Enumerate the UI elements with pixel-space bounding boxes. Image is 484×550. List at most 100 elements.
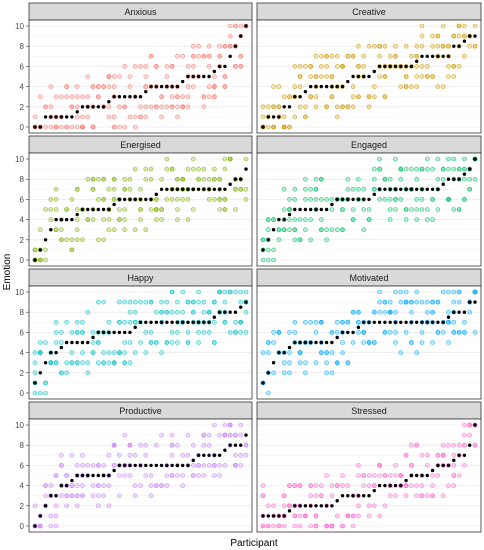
response-point (313, 330, 319, 335)
response-point (180, 473, 185, 478)
median-point (159, 463, 164, 468)
response-point (101, 463, 106, 468)
median-point (233, 443, 238, 447)
median-point (309, 340, 313, 345)
response-point (409, 463, 414, 468)
response-point (48, 513, 54, 519)
response-point (424, 463, 430, 468)
response-point (318, 227, 324, 232)
median-point (170, 84, 174, 89)
response-point (169, 166, 175, 172)
median-point (468, 167, 472, 171)
response-point (117, 452, 122, 458)
panel-border (28, 19, 253, 134)
response-point (180, 197, 185, 202)
response-point (64, 493, 69, 499)
median-point (367, 74, 371, 79)
response-point (424, 217, 430, 222)
median-point (202, 453, 206, 457)
response-point (424, 64, 430, 69)
response-point (361, 187, 367, 192)
response-point (74, 217, 80, 222)
response-point (175, 473, 180, 478)
median-point (399, 320, 403, 324)
median-point (33, 258, 37, 262)
response-point (377, 513, 382, 519)
response-point (143, 452, 149, 458)
response-point (345, 513, 351, 519)
response-point (190, 442, 196, 448)
median-point (112, 468, 116, 473)
median-point (324, 207, 329, 212)
median-point (399, 187, 403, 191)
response-point (260, 257, 266, 263)
response-point (281, 493, 287, 499)
response-point (43, 380, 48, 386)
median-point (33, 125, 37, 129)
response-point (138, 217, 143, 222)
response-point (180, 483, 185, 488)
median-point (266, 115, 270, 119)
response-point (292, 319, 298, 325)
response-point (324, 370, 329, 376)
response-point (169, 309, 175, 315)
response-point (64, 473, 69, 478)
response-point (127, 176, 133, 182)
response-point (440, 442, 446, 448)
median-point (80, 105, 85, 109)
median-point (165, 320, 169, 324)
median-point (271, 361, 276, 365)
response-point (101, 350, 106, 355)
response-point (414, 299, 420, 305)
response-point (74, 319, 80, 325)
median-point (409, 320, 414, 324)
response-point (265, 124, 271, 130)
response-point (48, 84, 54, 89)
median-point (266, 371, 270, 375)
response-point (393, 493, 398, 499)
response-point (276, 84, 282, 89)
median-point (430, 320, 435, 324)
response-point (377, 166, 382, 172)
median-point (393, 187, 398, 191)
response-point (233, 64, 238, 69)
response-point (409, 442, 414, 448)
response-point (101, 217, 106, 222)
median-point (340, 197, 345, 202)
response-point (85, 360, 91, 366)
response-point (238, 319, 244, 325)
median-point (159, 84, 164, 89)
response-point (281, 94, 287, 99)
median-point (233, 177, 238, 181)
response-point (451, 299, 457, 305)
response-point (69, 247, 75, 253)
response-point (201, 330, 207, 335)
median-point (128, 197, 132, 202)
response-point (308, 483, 314, 488)
response-point (382, 94, 388, 99)
response-point (90, 493, 96, 499)
median-point (367, 197, 371, 202)
response-point (53, 523, 59, 529)
response-point (48, 197, 54, 202)
panel-border (28, 152, 253, 267)
response-point (159, 104, 164, 110)
median-point (330, 340, 334, 345)
response-point (424, 156, 430, 162)
median-point (420, 187, 424, 191)
response-point (127, 299, 133, 305)
response-point (334, 513, 340, 519)
response-point (80, 124, 85, 130)
response-point (292, 217, 298, 222)
median-point (64, 483, 69, 488)
response-point (366, 473, 372, 478)
response-point (462, 463, 467, 468)
median-point (415, 187, 419, 191)
response-point (238, 422, 244, 428)
response-point (287, 503, 292, 509)
response-point (467, 432, 473, 438)
response-point (472, 289, 478, 295)
panel-border (256, 152, 482, 267)
response-point (356, 473, 361, 478)
response-point (217, 197, 222, 202)
